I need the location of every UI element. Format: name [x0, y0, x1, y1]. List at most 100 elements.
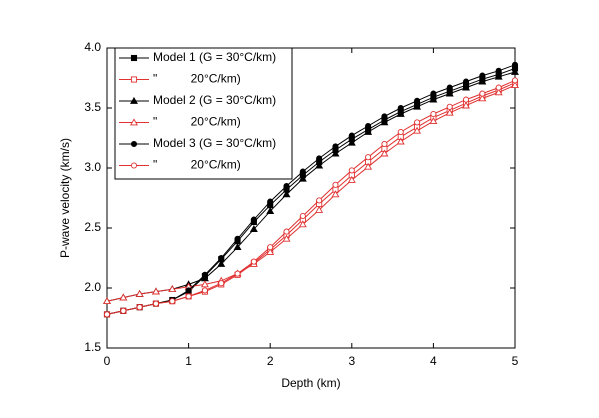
marker — [316, 155, 323, 162]
marker — [135, 289, 144, 297]
x-axis-label: Depth (km) — [281, 376, 340, 390]
marker — [381, 140, 388, 148]
marker — [462, 78, 470, 85]
marker — [348, 132, 355, 139]
y-tick-label: 3.0 — [84, 160, 101, 174]
marker — [249, 225, 258, 233]
marker — [250, 216, 257, 223]
legend-label: Model 1 (G = 30°C/km) — [153, 50, 276, 64]
marker — [200, 280, 209, 288]
marker — [397, 128, 404, 136]
legend-label: " 20°C/km) — [153, 158, 241, 172]
x-tick-label: 4 — [430, 354, 437, 368]
marker — [495, 84, 502, 91]
marker — [282, 234, 291, 242]
y-axis-label: P-wave velocity (km/s) — [58, 138, 72, 258]
marker — [414, 119, 421, 126]
legend-marker — [130, 140, 138, 148]
legend-label: " 20°C/km) — [153, 115, 241, 129]
marker — [364, 127, 373, 135]
legend-marker — [130, 96, 138, 104]
marker — [381, 113, 388, 120]
legend-marker — [130, 76, 138, 83]
marker — [103, 311, 111, 318]
marker — [430, 90, 437, 97]
marker — [364, 162, 373, 170]
marker — [511, 81, 519, 89]
y-tick-label: 2.5 — [84, 220, 101, 234]
marker — [347, 138, 356, 146]
marker — [511, 67, 519, 75]
legend-label: Model 3 (G = 30°C/km) — [153, 136, 276, 150]
marker — [396, 109, 405, 117]
marker — [234, 235, 241, 242]
marker — [168, 285, 177, 293]
marker — [380, 118, 389, 126]
marker — [478, 77, 487, 85]
marker — [365, 122, 372, 130]
marker — [315, 205, 324, 213]
marker — [152, 300, 160, 307]
marker — [250, 258, 257, 265]
marker — [331, 149, 340, 157]
marker — [348, 167, 355, 174]
marker — [120, 307, 127, 314]
marker — [331, 190, 340, 198]
marker — [462, 101, 471, 109]
marker — [299, 168, 306, 175]
marker — [298, 220, 307, 228]
marker — [185, 287, 192, 294]
marker — [266, 207, 275, 215]
y-tick-label: 2.0 — [84, 280, 101, 294]
marker — [396, 137, 405, 145]
marker — [494, 88, 503, 96]
marker — [103, 297, 111, 305]
marker — [315, 161, 324, 169]
marker — [234, 270, 241, 277]
x-tick-label: 5 — [512, 354, 519, 368]
marker — [332, 143, 339, 150]
y-tick-label: 1.5 — [84, 340, 101, 354]
marker — [446, 103, 453, 110]
marker — [283, 182, 290, 190]
marker — [169, 298, 176, 305]
legend-label: Model 2 (G = 30°C/km) — [153, 93, 276, 107]
marker — [201, 287, 208, 294]
marker — [462, 96, 470, 103]
marker — [218, 254, 225, 262]
marker — [233, 243, 242, 251]
marker — [119, 293, 128, 301]
marker — [478, 94, 487, 102]
marker — [283, 228, 290, 235]
marker — [151, 287, 160, 295]
marker — [316, 197, 323, 204]
marker — [380, 149, 389, 157]
marker — [332, 181, 339, 188]
marker — [136, 304, 143, 311]
marker — [430, 110, 437, 118]
legend-marker — [130, 162, 138, 169]
marker — [462, 83, 471, 91]
marker — [495, 67, 502, 74]
marker — [201, 271, 208, 278]
legend-marker — [130, 118, 138, 126]
marker — [347, 175, 356, 183]
marker — [445, 108, 454, 116]
legend-marker — [130, 54, 138, 62]
marker — [429, 117, 438, 125]
marker — [267, 198, 274, 205]
marker — [511, 61, 519, 68]
x-tick-label: 1 — [185, 354, 192, 368]
marker — [511, 77, 519, 84]
marker — [298, 174, 307, 182]
marker — [365, 154, 372, 161]
marker — [267, 244, 274, 251]
marker — [479, 72, 486, 79]
marker — [397, 104, 404, 112]
marker — [479, 90, 486, 97]
y-tick-label: 3.5 — [84, 100, 101, 114]
x-tick-label: 2 — [267, 354, 274, 368]
legend-label: " 20°C/km) — [153, 72, 241, 86]
